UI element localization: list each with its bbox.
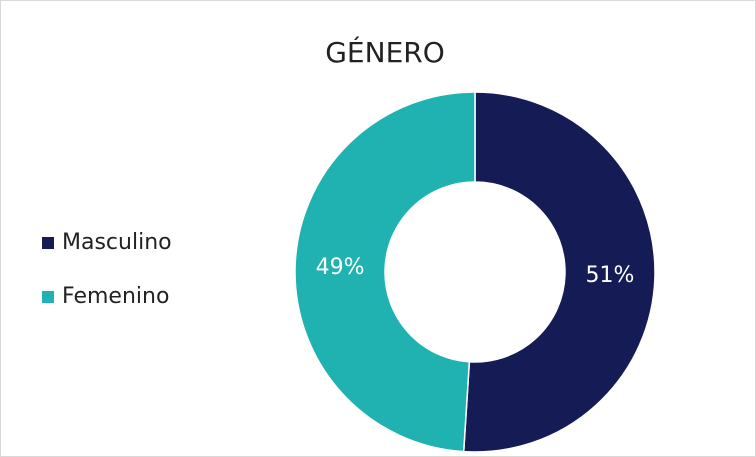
donut-slice	[462, 91, 656, 453]
chart-title: GÉNERO	[325, 35, 445, 69]
legend-swatch	[42, 237, 54, 249]
legend-label: Masculino	[62, 230, 172, 255]
data-label: 51%	[585, 263, 634, 288]
legend-label: Femenino	[62, 284, 169, 309]
data-label: 49%	[316, 255, 365, 280]
donut-slice	[294, 91, 476, 453]
legend-swatch	[42, 291, 54, 303]
